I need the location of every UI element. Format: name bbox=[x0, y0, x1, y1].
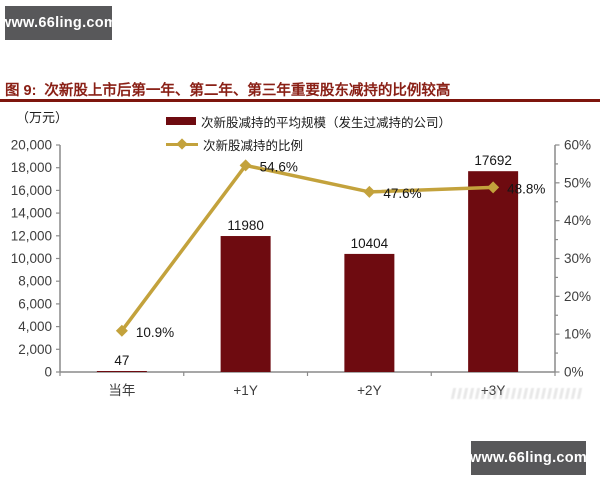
bar bbox=[220, 236, 271, 372]
legend-line-swatch-icon bbox=[166, 138, 198, 150]
left-axis-tick-label: 12,000 bbox=[11, 228, 52, 243]
legend-item-bar: 次新股减持的平均规模（发生过减持的公司） bbox=[166, 112, 451, 130]
figure-title: 图 9: 次新股上市后第一年、第二年、第三年重要股东减持的比例较高 bbox=[5, 79, 597, 100]
site-logo-top: www.66ling.com bbox=[0, 6, 117, 40]
watermark-smudge bbox=[450, 388, 586, 399]
site-logo-bottom: www.66ling.com bbox=[470, 441, 587, 475]
chart-legend: 次新股减持的平均规模（发生过减持的公司） 次新股减持的比例 bbox=[166, 112, 451, 153]
line-marker-diamond bbox=[239, 159, 252, 172]
legend-bar-swatch-icon bbox=[166, 117, 196, 125]
left-axis-tick-label: 8,000 bbox=[18, 274, 52, 289]
left-axis-tick-label: 16,000 bbox=[11, 183, 52, 198]
figure-number-label: 图 9: bbox=[5, 83, 37, 99]
bar bbox=[468, 171, 519, 372]
line-value-label: 10.9% bbox=[136, 325, 174, 340]
legend-bar-label: 次新股减持的平均规模（发生过减持的公司） bbox=[201, 115, 452, 130]
line-marker-diamond bbox=[115, 324, 128, 337]
right-axis-tick-label: 20% bbox=[564, 289, 591, 304]
left-axis-tick-label: 18,000 bbox=[11, 160, 52, 175]
right-axis-tick-label: 40% bbox=[564, 213, 591, 228]
left-axis-tick-label: 4,000 bbox=[18, 319, 52, 334]
right-axis-tick-label: 10% bbox=[564, 327, 591, 342]
x-axis-category-label: 当年 bbox=[108, 383, 135, 398]
x-axis-category-label: +2Y bbox=[357, 383, 381, 398]
bar-value-label: 10404 bbox=[351, 236, 389, 251]
ratio-line bbox=[120, 163, 494, 332]
right-axis-tick-label: 0% bbox=[564, 365, 584, 380]
line-value-label: 47.6% bbox=[383, 186, 421, 201]
line-value-label: 54.6% bbox=[260, 159, 298, 174]
bar-value-label: 11980 bbox=[227, 218, 264, 233]
line-marker-diamond bbox=[363, 185, 376, 198]
bar-value-label: 17692 bbox=[474, 153, 512, 168]
title-divider bbox=[0, 99, 600, 102]
legend-line-label: 次新股减持的比例 bbox=[203, 138, 304, 153]
x-axis-category-label: +3Y bbox=[481, 383, 505, 398]
left-axis-tick-label: 14,000 bbox=[11, 206, 52, 221]
x-axis-category-label: +1Y bbox=[233, 383, 257, 398]
right-axis-tick-label: 30% bbox=[564, 251, 591, 266]
bar bbox=[96, 371, 147, 372]
legend-item-line: 次新股减持的比例 bbox=[166, 135, 451, 153]
left-axis-tick-label: 10,000 bbox=[11, 251, 52, 266]
combo-chart: 20,000 18,000 16,000 14,000 12,000 10,000 8,00… bbox=[11, 138, 591, 399]
left-axis-tick-label: 2,000 bbox=[18, 342, 52, 357]
left-axis-tick-label: 0 bbox=[44, 365, 52, 380]
bar bbox=[344, 253, 395, 372]
right-axis-tick-label: 60% bbox=[564, 138, 591, 153]
bar-value-label: 47 bbox=[114, 353, 129, 368]
line-value-label: 48.8% bbox=[507, 181, 545, 196]
right-axis-tick-label: 50% bbox=[564, 175, 591, 190]
left-axis-tick-label: 6,000 bbox=[18, 296, 52, 311]
left-axis-tick-label: 20,000 bbox=[11, 138, 52, 153]
line-marker-diamond bbox=[487, 181, 500, 194]
left-axis-unit-label: （万元） bbox=[16, 110, 69, 125]
figure-title-text: 次新股上市后第一年、第二年、第三年重要股东减持的比例较高 bbox=[44, 83, 451, 99]
